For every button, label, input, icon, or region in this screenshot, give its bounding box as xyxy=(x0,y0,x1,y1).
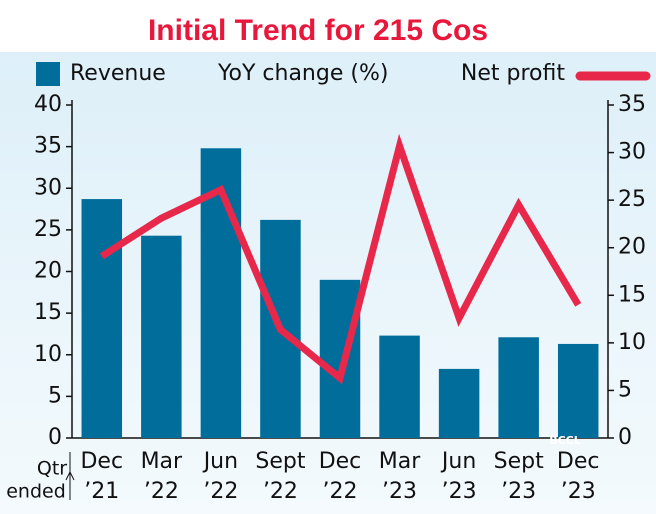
x-label: Qtr xyxy=(37,458,67,480)
x-label: ended xyxy=(6,481,66,503)
x-tick-label: Sept xyxy=(494,449,544,474)
y-tick-label: 0 xyxy=(48,425,62,450)
y2-tick-label: 5 xyxy=(618,377,632,402)
y-tick-label: 5 xyxy=(48,383,62,408)
legend-heading: YoY change (%) xyxy=(217,61,388,86)
bar xyxy=(379,335,420,438)
legend-label: Net profit xyxy=(461,61,565,86)
y-tick-label: 30 xyxy=(34,175,62,200)
line xyxy=(99,133,582,385)
y2-tick-label: 10 xyxy=(618,330,646,355)
bar xyxy=(319,279,361,438)
y2-tick-label: 20 xyxy=(618,235,646,260)
y-tick-label: 10 xyxy=(34,342,62,367)
y2-tick-label: 15 xyxy=(618,282,646,307)
y-tick-label: 35 xyxy=(34,134,62,159)
x-tick-label: Jun xyxy=(440,449,476,474)
x-tick-label: Sept xyxy=(255,449,305,474)
x-tick-label: Dec xyxy=(557,449,600,474)
x-tick-label: ’23 xyxy=(561,479,596,504)
x-tick-label: Jun xyxy=(202,449,238,474)
y-tick-label: 25 xyxy=(34,217,62,242)
x-tick-label: ’23 xyxy=(382,479,417,504)
x-tick-label: ’21 xyxy=(84,479,119,504)
x-tick-label: ’22 xyxy=(323,479,358,504)
y2-tick-label: 0 xyxy=(618,425,632,450)
x-tick-label: ’23 xyxy=(501,479,536,504)
y2-tick-label: 25 xyxy=(618,187,646,212)
label-bracket xyxy=(65,452,75,500)
x-tick-label: Dec xyxy=(80,449,123,474)
x-tick-label: ’22 xyxy=(263,479,298,504)
x-tick-label: ’22 xyxy=(144,479,179,504)
watermark: BCCL xyxy=(549,434,581,447)
y2-tick-label: 30 xyxy=(618,140,646,165)
legend-swatch xyxy=(36,62,60,86)
bar xyxy=(498,337,539,438)
y-tick-label: 40 xyxy=(34,92,62,117)
y-tick-label: 15 xyxy=(34,300,62,325)
x-tick-label: Mar xyxy=(141,449,183,474)
bar xyxy=(141,235,182,438)
x-tick-label: ’23 xyxy=(442,479,477,504)
bar xyxy=(557,343,599,438)
x-tick-label: Dec xyxy=(319,449,362,474)
x-tick-label: Mar xyxy=(379,449,421,474)
legend-label: Revenue xyxy=(70,61,166,86)
bar xyxy=(438,368,480,438)
chart-title: Initial Trend for 215 Cos xyxy=(148,14,488,47)
y2-tick-label: 35 xyxy=(618,92,646,117)
bar xyxy=(81,199,123,438)
y-tick-label: 20 xyxy=(34,259,62,284)
x-tick-label: ’22 xyxy=(203,479,238,504)
title-band xyxy=(0,0,656,52)
